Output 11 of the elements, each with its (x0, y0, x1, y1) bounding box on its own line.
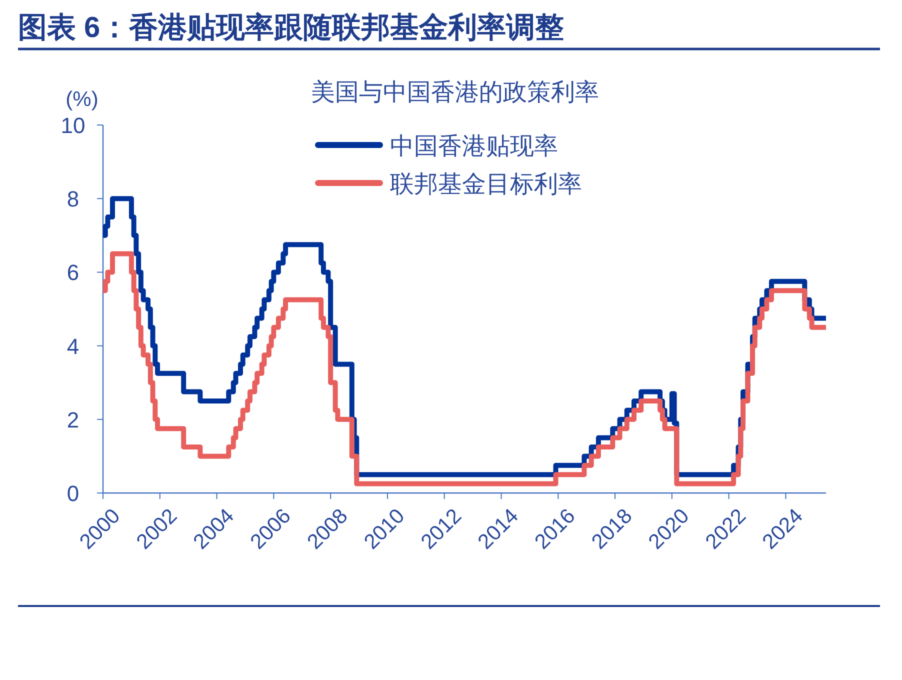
y-tick-label: 0 (66, 481, 80, 506)
y-tick-label: 4 (66, 334, 80, 359)
y-axis-title: (%) (66, 88, 98, 111)
chart-title: 图表 6：香港贴现率跟随联邦基金利率调整 (18, 11, 564, 44)
y-tick-label: 6 (66, 260, 80, 286)
chart-subtitle: 美国与中国香港的政策利率 (311, 79, 599, 106)
y-tick-label: 10 (60, 113, 86, 138)
legend-label: 中国香港贴现率 (390, 133, 558, 160)
y-tick-label: 2 (66, 407, 80, 432)
y-tick-label: 8 (66, 186, 80, 212)
legend-label: 联邦基金目标利率 (390, 171, 582, 198)
